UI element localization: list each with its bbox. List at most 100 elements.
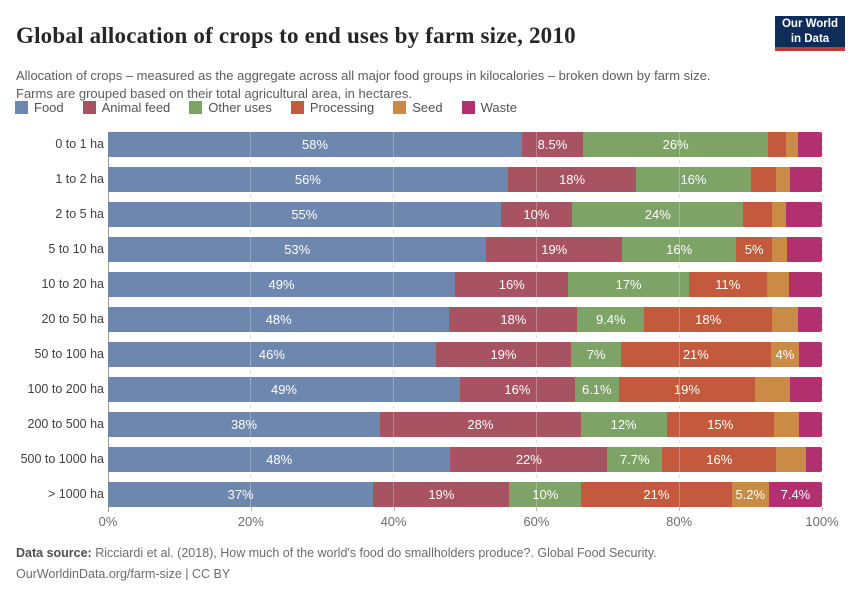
bar-segment-food[interactable]: 58% — [108, 132, 523, 157]
bar-segment-food[interactable]: 37% — [108, 482, 374, 507]
bar-segment-animal-feed[interactable]: 10% — [500, 202, 573, 227]
bar-segment-other-uses[interactable]: 7% — [571, 342, 622, 367]
license-link[interactable]: CC BY — [192, 567, 231, 582]
bar-segment-animal-feed[interactable]: 8.5% — [522, 132, 583, 157]
bar-segment-other-uses[interactable]: 10% — [509, 482, 582, 507]
bar-value-label: 15% — [707, 417, 734, 432]
bar-segment-processing[interactable]: 18% — [644, 307, 773, 332]
bar-segment-animal-feed[interactable]: 16% — [455, 272, 569, 297]
bar-segment-processing[interactable]: 5% — [736, 237, 772, 262]
bar-segment-processing[interactable]: 15% — [666, 412, 774, 437]
bar-segment-other-uses[interactable]: 12% — [580, 412, 667, 437]
chart-footer: Data source: Ricciardi et al. (2018), Ho… — [16, 543, 657, 586]
bar-segment-other-uses[interactable]: 6.1% — [574, 377, 619, 402]
bar-segment-food[interactable]: 38% — [108, 412, 381, 437]
bar-segment-waste[interactable] — [798, 132, 822, 157]
bar-segment-processing[interactable]: 19% — [618, 377, 756, 402]
y-axis-label: 500 to 1000 ha — [20, 452, 104, 466]
bar-segment-processing[interactable] — [743, 202, 772, 227]
bar-20-to-50-ha: 48% 18% 9.4% 18% — [108, 307, 822, 332]
bar-segment-seed[interactable] — [775, 167, 790, 192]
legend-item-food[interactable]: Food — [15, 100, 64, 115]
bar-segment-seed[interactable] — [771, 202, 787, 227]
bar-segment-waste[interactable] — [805, 447, 822, 472]
bar-segment-food[interactable]: 55% — [108, 202, 501, 227]
owid-url-link[interactable]: OurWorldinData.org/farm-size — [16, 567, 182, 582]
bar-value-label: 12% — [610, 417, 637, 432]
bar-segment-animal-feed[interactable]: 16% — [459, 377, 575, 402]
legend-item-processing[interactable]: Processing — [290, 100, 374, 115]
bar-segment-processing[interactable]: 21% — [621, 342, 771, 367]
bar-segment-food[interactable]: 49% — [108, 377, 460, 402]
bar-rows: 0 to 1 ha 58% 8.5% 26% 1 to 2 ha 56% 18% 16% 2 t… — [0, 132, 822, 507]
bar-segment-seed[interactable] — [776, 447, 806, 472]
y-axis-label: 10 to 20 ha — [41, 277, 104, 291]
chart-subtitle: Allocation of crops – measured as the ag… — [16, 68, 711, 102]
bar-segment-waste[interactable] — [789, 167, 822, 192]
legend-item-waste[interactable]: Waste — [461, 100, 517, 115]
y-axis-label: > 1000 ha — [48, 487, 104, 501]
bar-segment-food[interactable]: 53% — [108, 237, 487, 262]
chart-row-1000-ha: > 1000 ha 37% 19% 10% 21% 5.2% 7.4% — [0, 482, 822, 507]
bar-segment-other-uses[interactable]: 7.7% — [607, 447, 663, 472]
bar-segment-seed[interactable] — [774, 412, 800, 437]
bar-segment-food[interactable]: 48% — [108, 307, 450, 332]
bar-segment-other-uses[interactable]: 24% — [572, 202, 744, 227]
bar-segment-other-uses[interactable]: 16% — [636, 167, 751, 192]
bar-value-label: 55% — [291, 207, 318, 222]
bar-segment-seed[interactable] — [785, 132, 799, 157]
bar-segment-processing[interactable] — [768, 132, 786, 157]
bar-segment-animal-feed[interactable]: 28% — [380, 412, 581, 437]
bar-segment-processing[interactable]: 21% — [581, 482, 732, 507]
bar-segment-food[interactable]: 48% — [108, 447, 451, 472]
bar-segment-waste[interactable] — [786, 237, 822, 262]
bar-segment-seed[interactable] — [772, 307, 798, 332]
bar-segment-processing[interactable] — [750, 167, 776, 192]
bar-segment-processing[interactable]: 16% — [662, 447, 777, 472]
chart-row-20-to-50-ha: 20 to 50 ha 48% 18% 9.4% 18% — [0, 307, 822, 332]
bar-segment-food[interactable]: 46% — [108, 342, 436, 367]
bar-segment-animal-feed[interactable]: 22% — [450, 447, 608, 472]
bar-segment-animal-feed[interactable]: 18% — [507, 167, 637, 192]
bar-segment-other-uses[interactable]: 26% — [582, 132, 769, 157]
legend-item-animal-feed[interactable]: Animal feed — [82, 100, 170, 115]
bar-value-label: 49% — [270, 382, 297, 397]
bar-segment-waste[interactable] — [799, 412, 822, 437]
bar-segment-seed[interactable] — [755, 377, 791, 402]
bar-segment-other-uses[interactable]: 9.4% — [577, 307, 645, 332]
bar-segment-other-uses[interactable]: 16% — [622, 237, 737, 262]
chart-row-5-to-10-ha: 5 to 10 ha 53% 19% 16% 5% — [0, 237, 822, 262]
bar-segment-animal-feed[interactable]: 19% — [435, 342, 572, 367]
bar-segment-food[interactable]: 49% — [108, 272, 456, 297]
bar-segment-waste[interactable] — [786, 202, 822, 227]
bar-segment-seed[interactable] — [766, 272, 790, 297]
x-axis: 0% 20% 40% 60% 80% 100% — [99, 514, 839, 532]
legend: Food Animal feed Other uses Processing Seed W… — [15, 100, 517, 115]
legend-item-other-uses[interactable]: Other uses — [189, 100, 272, 115]
bar-segment-animal-feed[interactable]: 19% — [486, 237, 623, 262]
bar-value-label: 16% — [706, 452, 733, 467]
bar-segment-animal-feed[interactable]: 18% — [449, 307, 578, 332]
bar-segment-waste[interactable] — [797, 307, 822, 332]
bar-segment-seed[interactable] — [771, 237, 787, 262]
owid-logo[interactable]: Our World in Data — [775, 16, 845, 51]
bar-segment-waste[interactable] — [789, 272, 822, 297]
chart-row-10-to-20-ha: 10 to 20 ha 49% 16% 17% 11% — [0, 272, 822, 297]
food-swatch-icon — [15, 101, 28, 114]
bar-value-label: 21% — [643, 487, 670, 502]
bar-1-to-2-ha: 56% 18% 16% — [108, 167, 822, 192]
bar-segment-seed[interactable]: 5.2% — [731, 482, 769, 507]
bar-segment-animal-feed[interactable]: 19% — [373, 482, 510, 507]
bar-segment-seed[interactable]: 4% — [770, 342, 800, 367]
bar-value-label: 18% — [500, 312, 527, 327]
bar-segment-waste[interactable] — [790, 377, 822, 402]
legend-item-seed[interactable]: Seed — [393, 100, 443, 115]
bar-value-label: 16% — [498, 277, 525, 292]
bar-segment-waste[interactable]: 7.4% — [768, 482, 822, 507]
chart-row-1-to-2-ha: 1 to 2 ha 56% 18% 16% — [0, 167, 822, 192]
bar-segment-processing[interactable]: 11% — [688, 272, 767, 297]
gridline-100 — [821, 132, 823, 507]
bar-segment-food[interactable]: 56% — [108, 167, 508, 192]
bar-segment-waste[interactable] — [799, 342, 822, 367]
bar-segment-other-uses[interactable]: 17% — [568, 272, 689, 297]
